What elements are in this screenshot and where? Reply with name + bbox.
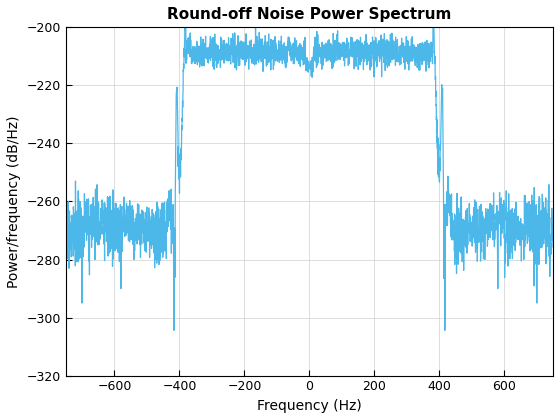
Title: Round-off Noise Power Spectrum: Round-off Noise Power Spectrum [167,7,451,22]
Y-axis label: Power/frequency (dB/Hz): Power/frequency (dB/Hz) [7,115,21,288]
X-axis label: Frequency (Hz): Frequency (Hz) [257,399,362,413]
